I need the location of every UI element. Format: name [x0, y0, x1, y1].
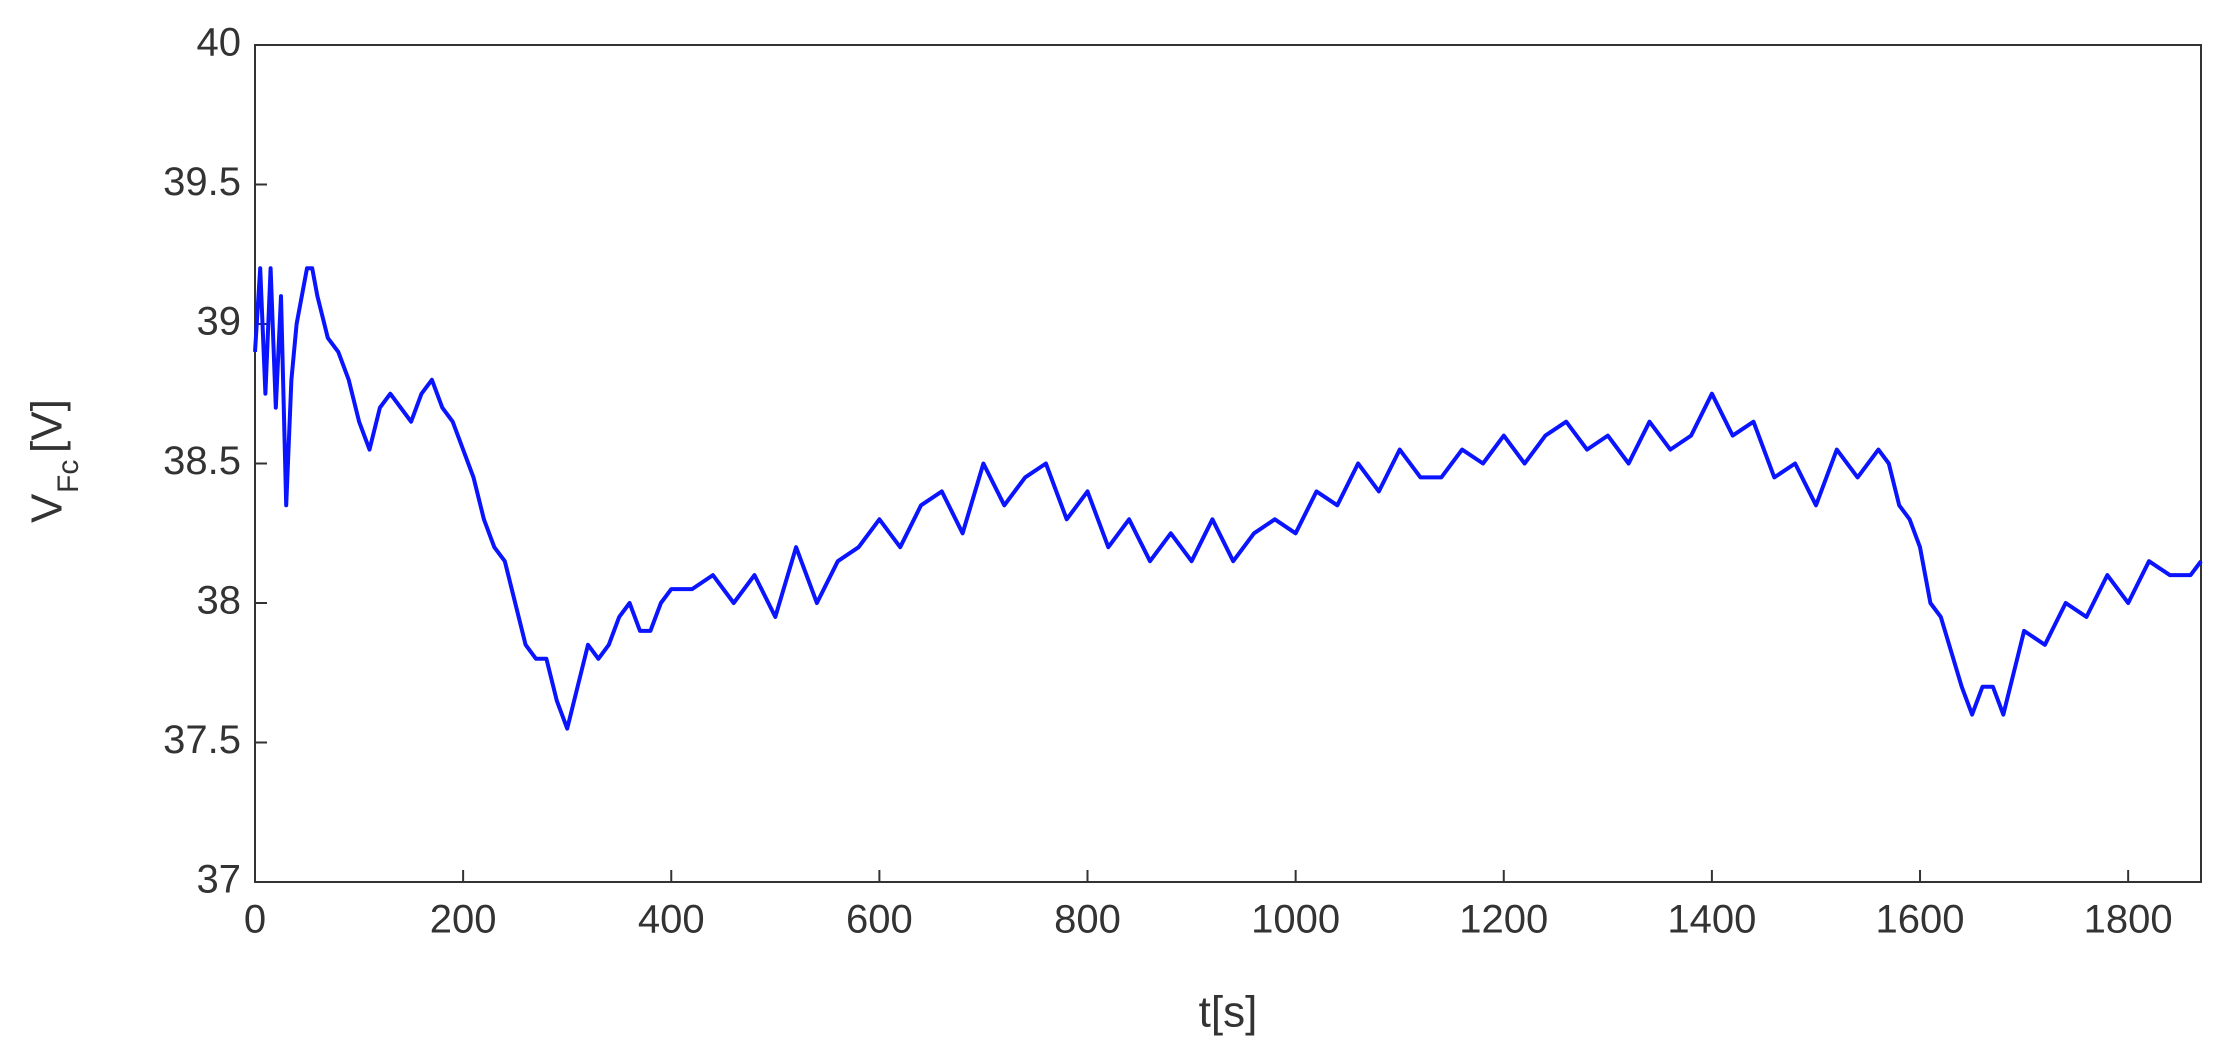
x-tick-label: 800 [1054, 898, 1121, 942]
y-label-main: V [23, 493, 72, 523]
y-label-sub: Fc [52, 460, 85, 493]
x-tick-label: 1800 [2084, 898, 2173, 942]
data-line [253, 266, 2203, 731]
y-tick-label: 37 [197, 858, 242, 902]
x-tick-label: 1600 [1876, 898, 1965, 942]
x-tick-label: 1200 [1459, 898, 1548, 942]
y-tick-label: 40 [197, 21, 242, 65]
y-tick-label: 39.5 [163, 160, 241, 204]
y-tick-label: 38 [197, 579, 242, 623]
x-tick-label: 1400 [1667, 898, 1756, 942]
x-tick-label: 600 [846, 898, 913, 942]
x-tick-label: 200 [430, 898, 497, 942]
x-tick-label: 400 [638, 898, 705, 942]
y-tick-label: 38.5 [163, 439, 241, 483]
y-tick-label: 39 [197, 300, 242, 344]
y-tick-label: 37.5 [163, 718, 241, 762]
x-tick-label: 1000 [1251, 898, 1340, 942]
x-axis-label: t[s] [1199, 988, 1258, 1037]
plot-frame [254, 44, 2202, 883]
y-label-unit: [V] [23, 399, 72, 453]
y-axis-label: V Fc [V] [23, 399, 85, 523]
x-tick-label: 0 [244, 898, 266, 942]
